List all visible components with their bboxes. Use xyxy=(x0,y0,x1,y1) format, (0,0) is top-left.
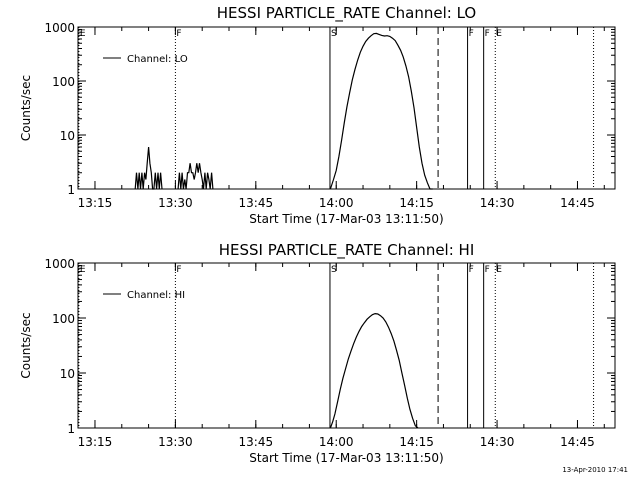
y-axis-label: Counts/sec xyxy=(19,75,33,141)
y-tick-label: 1 xyxy=(67,183,75,197)
event-marker-label: F xyxy=(176,265,181,275)
y-axis-label: Counts/sec xyxy=(19,312,33,378)
x-axis-label: Start Time (17-Mar-03 13:11:50) xyxy=(249,212,443,226)
x-tick-label: 14:30 xyxy=(480,435,515,449)
y-tick-label: 100 xyxy=(52,75,75,89)
x-tick-label: 13:15 xyxy=(78,435,113,449)
data-series-line xyxy=(329,312,419,429)
chart-title: HESSI PARTICLE_RATE Channel: HI xyxy=(219,241,475,260)
chart-title: HESSI PARTICLE_RATE Channel: LO xyxy=(217,4,476,23)
plot-frame xyxy=(77,26,616,190)
x-tick-label: 14:15 xyxy=(399,196,434,210)
plot-frame xyxy=(77,262,616,429)
event-marker-label: F xyxy=(176,29,181,39)
y-tick-label: 1000 xyxy=(44,257,75,271)
y-tick-label: 1000 xyxy=(44,21,75,35)
x-tick-label: 13:45 xyxy=(239,435,274,449)
x-tick-label: 14:45 xyxy=(560,196,595,210)
chart-panel-2: HESSI PARTICLE_RATE Channel: HI 13:15 13:3… xyxy=(19,241,616,465)
event-marker-label: F xyxy=(485,29,490,39)
legend-label: Channel: HI xyxy=(127,290,185,301)
event-marker-label: S xyxy=(331,265,337,275)
data-series-line xyxy=(134,146,163,190)
x-tick-label: 13:30 xyxy=(158,435,193,449)
event-marker-label: E xyxy=(80,29,86,39)
x-tick-label: 14:30 xyxy=(480,196,515,210)
event-marker-label: E xyxy=(496,29,502,39)
event-marker-label: F xyxy=(485,265,490,275)
x-axis-label: Start Time (17-Mar-03 13:11:50) xyxy=(249,451,443,465)
y-tick-label: 1 xyxy=(67,422,75,436)
x-tick-label: 14:15 xyxy=(399,435,434,449)
x-tick-label: 13:15 xyxy=(78,196,113,210)
x-tick-label: 14:00 xyxy=(319,196,354,210)
event-marker-label: E xyxy=(496,265,502,275)
chart-panel-1: HESSI PARTICLE_RATE Channel: LO 13:15 13:3… xyxy=(19,4,616,226)
x-tick-label: 13:45 xyxy=(239,196,274,210)
data-series-line xyxy=(177,163,214,190)
legend-label: Channel: LO xyxy=(127,54,188,65)
x-tick-label: 14:45 xyxy=(560,435,595,449)
event-marker-label: F xyxy=(469,265,474,275)
y-tick-label: 10 xyxy=(60,129,75,143)
y-tick-label: 10 xyxy=(60,367,75,381)
x-tick-label: 14:00 xyxy=(319,435,354,449)
data-series-line xyxy=(329,32,433,190)
y-tick-label: 100 xyxy=(52,312,75,326)
event-marker-label: S xyxy=(331,29,337,39)
x-tick-label: 13:30 xyxy=(158,196,193,210)
event-marker-label: E xyxy=(80,265,86,275)
timestamp-stamp: 13-Apr-2010 17:41 xyxy=(562,466,628,474)
event-marker-label: F xyxy=(469,29,474,39)
